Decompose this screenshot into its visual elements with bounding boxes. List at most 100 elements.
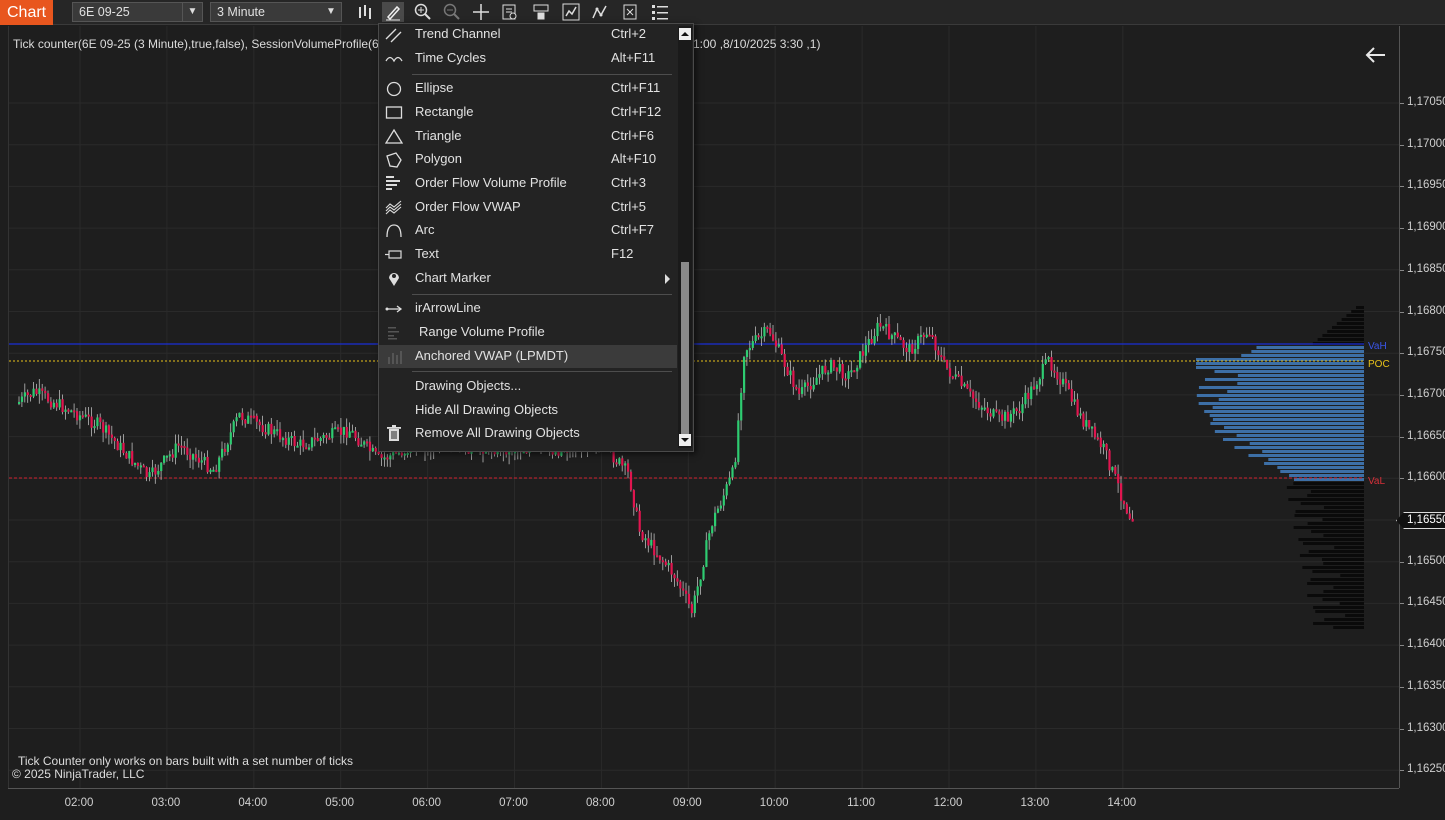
candle-body — [1111, 466, 1114, 471]
bar-type-icon[interactable] — [354, 2, 376, 22]
instrument-selector[interactable]: 6E 09-25 ▼ — [72, 2, 203, 22]
menu-item-time-cycles[interactable]: Time Cycles Alt+F11 — [379, 47, 677, 70]
menu-item-anchored-vwap[interactable]: Anchored VWAP (LPMDT) — [379, 345, 677, 368]
back-arrow-icon[interactable] — [1364, 44, 1388, 66]
menu-item-label: Rectangle — [415, 104, 474, 119]
scroll-thumb[interactable] — [681, 262, 689, 434]
candle-body — [366, 441, 369, 444]
time-axis[interactable]: 02:00 03:00 04:00 05:00 06:00 07:00 08:00 09:00… — [8, 788, 1399, 816]
candle-body — [789, 370, 792, 376]
menu-item-order-flow-vwap[interactable]: Order Flow VWAP Ctrl+5 — [379, 196, 677, 219]
chevron-down-icon[interactable]: ▼ — [182, 3, 202, 21]
candle-body — [983, 407, 986, 410]
candle-body — [951, 376, 954, 379]
candle-body — [203, 456, 206, 461]
candle-body — [1053, 370, 1056, 373]
marker-pin-icon — [389, 273, 399, 286]
menu-item-label: Arc — [415, 222, 435, 237]
profile-bar — [1346, 314, 1364, 317]
profile-bar — [1300, 502, 1364, 505]
menu-item-polygon[interactable]: Polygon Alt+F10 — [379, 148, 677, 171]
strategies-icon[interactable] — [589, 2, 611, 22]
candle-body — [885, 323, 888, 327]
menu-item-range-volume-profile[interactable]: Range Volume Profile — [379, 321, 677, 344]
menu-item-order-flow-volume-profile[interactable]: Order Flow Volume Profile Ctrl+3 — [379, 172, 677, 195]
triangle-icon — [385, 128, 403, 144]
candle-body — [345, 426, 348, 438]
candle-body — [1027, 392, 1030, 400]
candle-body — [827, 372, 830, 375]
candle-body — [174, 443, 177, 458]
menu-item-trend-channel[interactable]: Trend Channel Ctrl+2 — [379, 24, 677, 46]
zoom-out-icon[interactable] — [441, 2, 463, 22]
chart-panel[interactable] — [8, 26, 1400, 788]
menu-item-ellipse[interactable]: Ellipse Ctrl+F11 — [379, 77, 677, 100]
candle-body — [980, 407, 983, 410]
candle-body — [661, 560, 664, 563]
profile-bar — [1336, 322, 1364, 325]
scroll-up-button[interactable] — [679, 28, 691, 40]
time-tick-label: 05:00 — [325, 797, 355, 809]
indicators-icon[interactable] — [560, 2, 582, 22]
candle-body — [197, 457, 200, 463]
list-icon[interactable] — [649, 2, 671, 22]
candle-body — [331, 428, 334, 439]
menu-item-rectangle[interactable]: Rectangle Ctrl+F12 — [379, 101, 677, 124]
price-chart[interactable] — [9, 26, 1400, 788]
menu-item-irarrowline[interactable]: irArrowLine — [379, 297, 677, 320]
drawing-tool-icon[interactable] — [382, 2, 404, 22]
scroll-down-button[interactable] — [679, 434, 691, 446]
candle-body — [676, 578, 679, 582]
menu-item-chart-marker[interactable]: Chart Marker — [379, 267, 677, 290]
candle-body — [716, 508, 720, 513]
templates-icon[interactable] — [619, 2, 641, 22]
menu-item-text[interactable]: Text F12 — [379, 243, 677, 266]
menu-item-hide-all-drawing-objects[interactable]: Hide All Drawing Objects — [379, 399, 677, 422]
profile-bar — [1339, 602, 1364, 605]
candle-body — [902, 340, 905, 348]
menu-separator — [412, 371, 672, 372]
candle-body — [809, 385, 812, 390]
candle-body — [206, 456, 209, 473]
candle-body — [914, 348, 917, 354]
profile-bar — [1323, 506, 1364, 509]
candle-body — [276, 429, 279, 432]
price-tick-label: 1,16350 — [1407, 679, 1445, 692]
candle-body — [687, 593, 691, 605]
candle-body — [919, 334, 923, 337]
crosshair-icon[interactable] — [470, 2, 492, 22]
text-icon — [385, 250, 402, 259]
drawing-tools-menu[interactable]: Trend Channel Ctrl+2 Time Cycles Alt+F11… — [378, 23, 694, 452]
menu-item-label: Time Cycles — [415, 50, 487, 65]
menu-item-drawing-objects[interactable]: Drawing Objects... — [379, 375, 677, 398]
chart-tab[interactable]: Chart — [0, 0, 53, 25]
menu-item-remove-all-drawing-objects[interactable]: Remove All Drawing Objects — [379, 422, 677, 445]
candle-body — [180, 445, 183, 448]
price-tick-label: 1,16950 — [1407, 179, 1445, 192]
zoom-in-icon[interactable] — [412, 2, 434, 22]
menu-item-triangle[interactable]: Triangle Ctrl+F6 — [379, 125, 677, 148]
profile-bar — [1312, 570, 1364, 573]
candle-body — [29, 395, 32, 398]
profile-bar — [1313, 622, 1364, 625]
interval-selector[interactable]: 3 Minute ▼ — [210, 2, 342, 22]
candle-body — [128, 451, 131, 459]
time-tick-label: 07:00 — [499, 797, 528, 809]
candle-body — [745, 350, 749, 358]
price-axis[interactable]: 1,17050 1,17000 1,16950 1,16900 1,16850 1,168… — [1399, 26, 1445, 788]
candle-body — [1120, 483, 1123, 501]
candle-body — [226, 444, 229, 452]
menu-scrollbar[interactable] — [678, 26, 692, 448]
candle-body — [209, 469, 212, 473]
candle-body — [377, 451, 380, 455]
profile-bar — [1294, 514, 1364, 517]
candle-body — [946, 359, 949, 369]
menu-item-arc[interactable]: Arc Ctrl+F7 — [379, 219, 677, 242]
price-tick-mark — [1400, 103, 1404, 104]
candle-body — [258, 421, 261, 426]
data-box-icon[interactable] — [499, 2, 521, 22]
chevron-down-icon[interactable]: ▼ — [326, 6, 336, 17]
profile-bar — [1323, 562, 1364, 565]
chart-grid — [9, 26, 1400, 788]
properties-icon[interactable] — [530, 2, 552, 22]
